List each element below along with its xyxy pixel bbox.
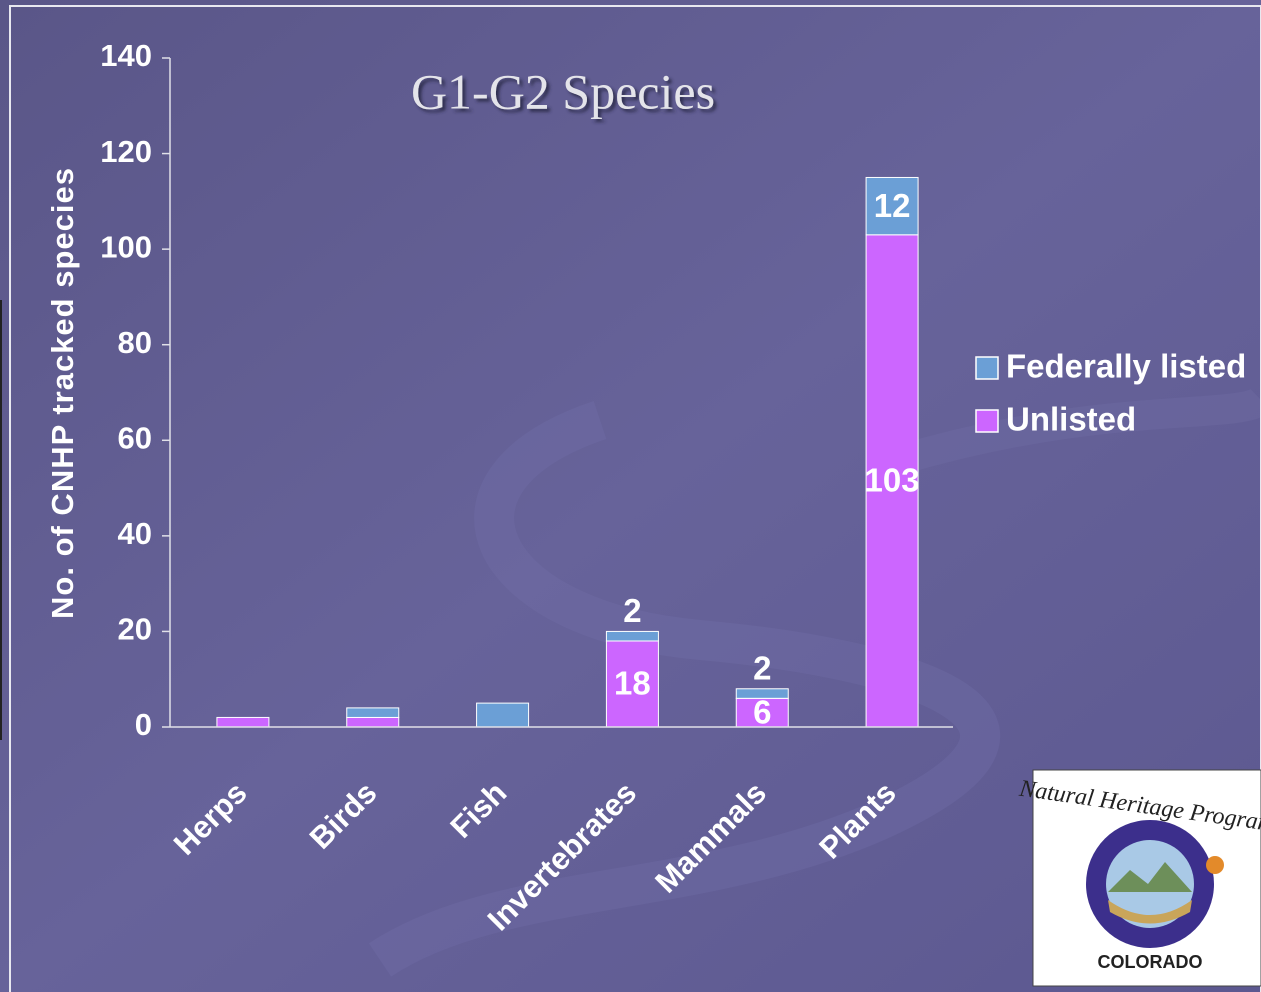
y-tick-label: 20 <box>118 612 152 647</box>
swoosh <box>895 387 1261 475</box>
data-label: 12 <box>874 187 911 224</box>
bar-segment <box>865 176 919 236</box>
logo-text: COLORADO <box>1098 952 1203 972</box>
y-tick-label: 60 <box>118 420 152 455</box>
swoosh <box>368 401 1000 977</box>
data-label: 18 <box>614 665 651 702</box>
edge-mark <box>0 300 2 740</box>
data-label: 2 <box>623 592 641 629</box>
legend-label: Unlisted <box>1006 401 1136 438</box>
y-tick-label: 100 <box>100 229 152 264</box>
bar-segment <box>735 697 789 728</box>
slide-border <box>9 5 1261 992</box>
bar-segment <box>865 234 919 728</box>
chart-title: G1-G2 Species <box>411 63 715 119</box>
y-tick-label: 80 <box>118 325 152 360</box>
bar-segment <box>605 630 659 642</box>
legend-swatch <box>975 356 999 380</box>
logo-ground <box>1108 900 1192 924</box>
y-axis-label: No. of CNHP tracked species <box>45 167 80 619</box>
bar-segment <box>476 702 530 728</box>
bar-segment <box>605 640 659 728</box>
legend-label: Federally listed <box>1006 348 1246 385</box>
bar-segment <box>346 716 400 728</box>
bar-segment <box>735 688 789 699</box>
data-label: 6 <box>753 693 771 730</box>
y-tick-label: 140 <box>100 38 152 73</box>
data-label: 103 <box>865 462 920 499</box>
y-tick-label: 0 <box>135 707 152 742</box>
logo: Natural Heritage Program COLORADO <box>1017 769 1261 987</box>
logo-mountain <box>1108 862 1192 892</box>
data-label: 2 <box>753 649 771 686</box>
legend-swatch <box>975 409 999 433</box>
logo-butterfly <box>1206 856 1224 874</box>
bar-segment <box>346 707 400 718</box>
bar-segment <box>216 716 270 728</box>
y-tick-label: 40 <box>118 516 152 551</box>
y-tick-label: 120 <box>100 134 152 169</box>
